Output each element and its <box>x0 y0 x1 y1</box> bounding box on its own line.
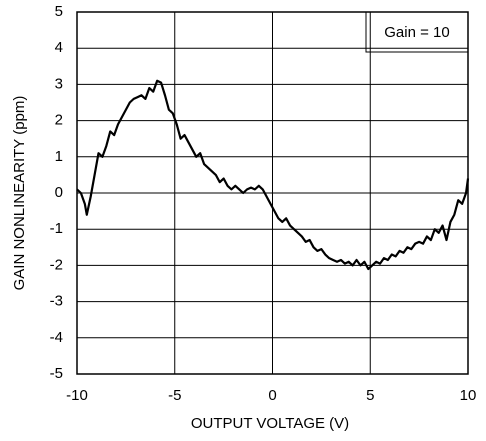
y-tick-label: -4 <box>50 329 63 346</box>
x-axis-label: OUTPUT VOLTAGE (V) <box>191 415 349 432</box>
annotation-box <box>365 11 469 53</box>
y-tick-label: 2 <box>55 112 63 129</box>
data-line <box>76 79 470 271</box>
x-tick-label: 0 <box>268 387 276 404</box>
x-tick-label: 10 <box>460 387 477 404</box>
y-tick-label: 3 <box>55 75 63 92</box>
y-axis-label: GAIN NONLINEARITY (ppm) <box>11 96 28 291</box>
y-tick-label: 1 <box>55 148 63 165</box>
x-tick-label: -5 <box>168 387 181 404</box>
y-tick-label: 5 <box>55 3 63 20</box>
y-tick-label: -1 <box>50 220 63 237</box>
plot-frame <box>76 11 469 375</box>
y-tick-label: 4 <box>55 39 63 56</box>
y-tick-label: -2 <box>50 256 63 273</box>
y-tick-label: 0 <box>55 184 63 201</box>
y-tick-label: -5 <box>50 365 63 382</box>
x-tick-label: -10 <box>66 387 88 404</box>
annotation: Gain = 10 <box>384 24 449 41</box>
y-tick-label: -3 <box>50 293 63 310</box>
x-tick-label: 5 <box>366 387 374 404</box>
